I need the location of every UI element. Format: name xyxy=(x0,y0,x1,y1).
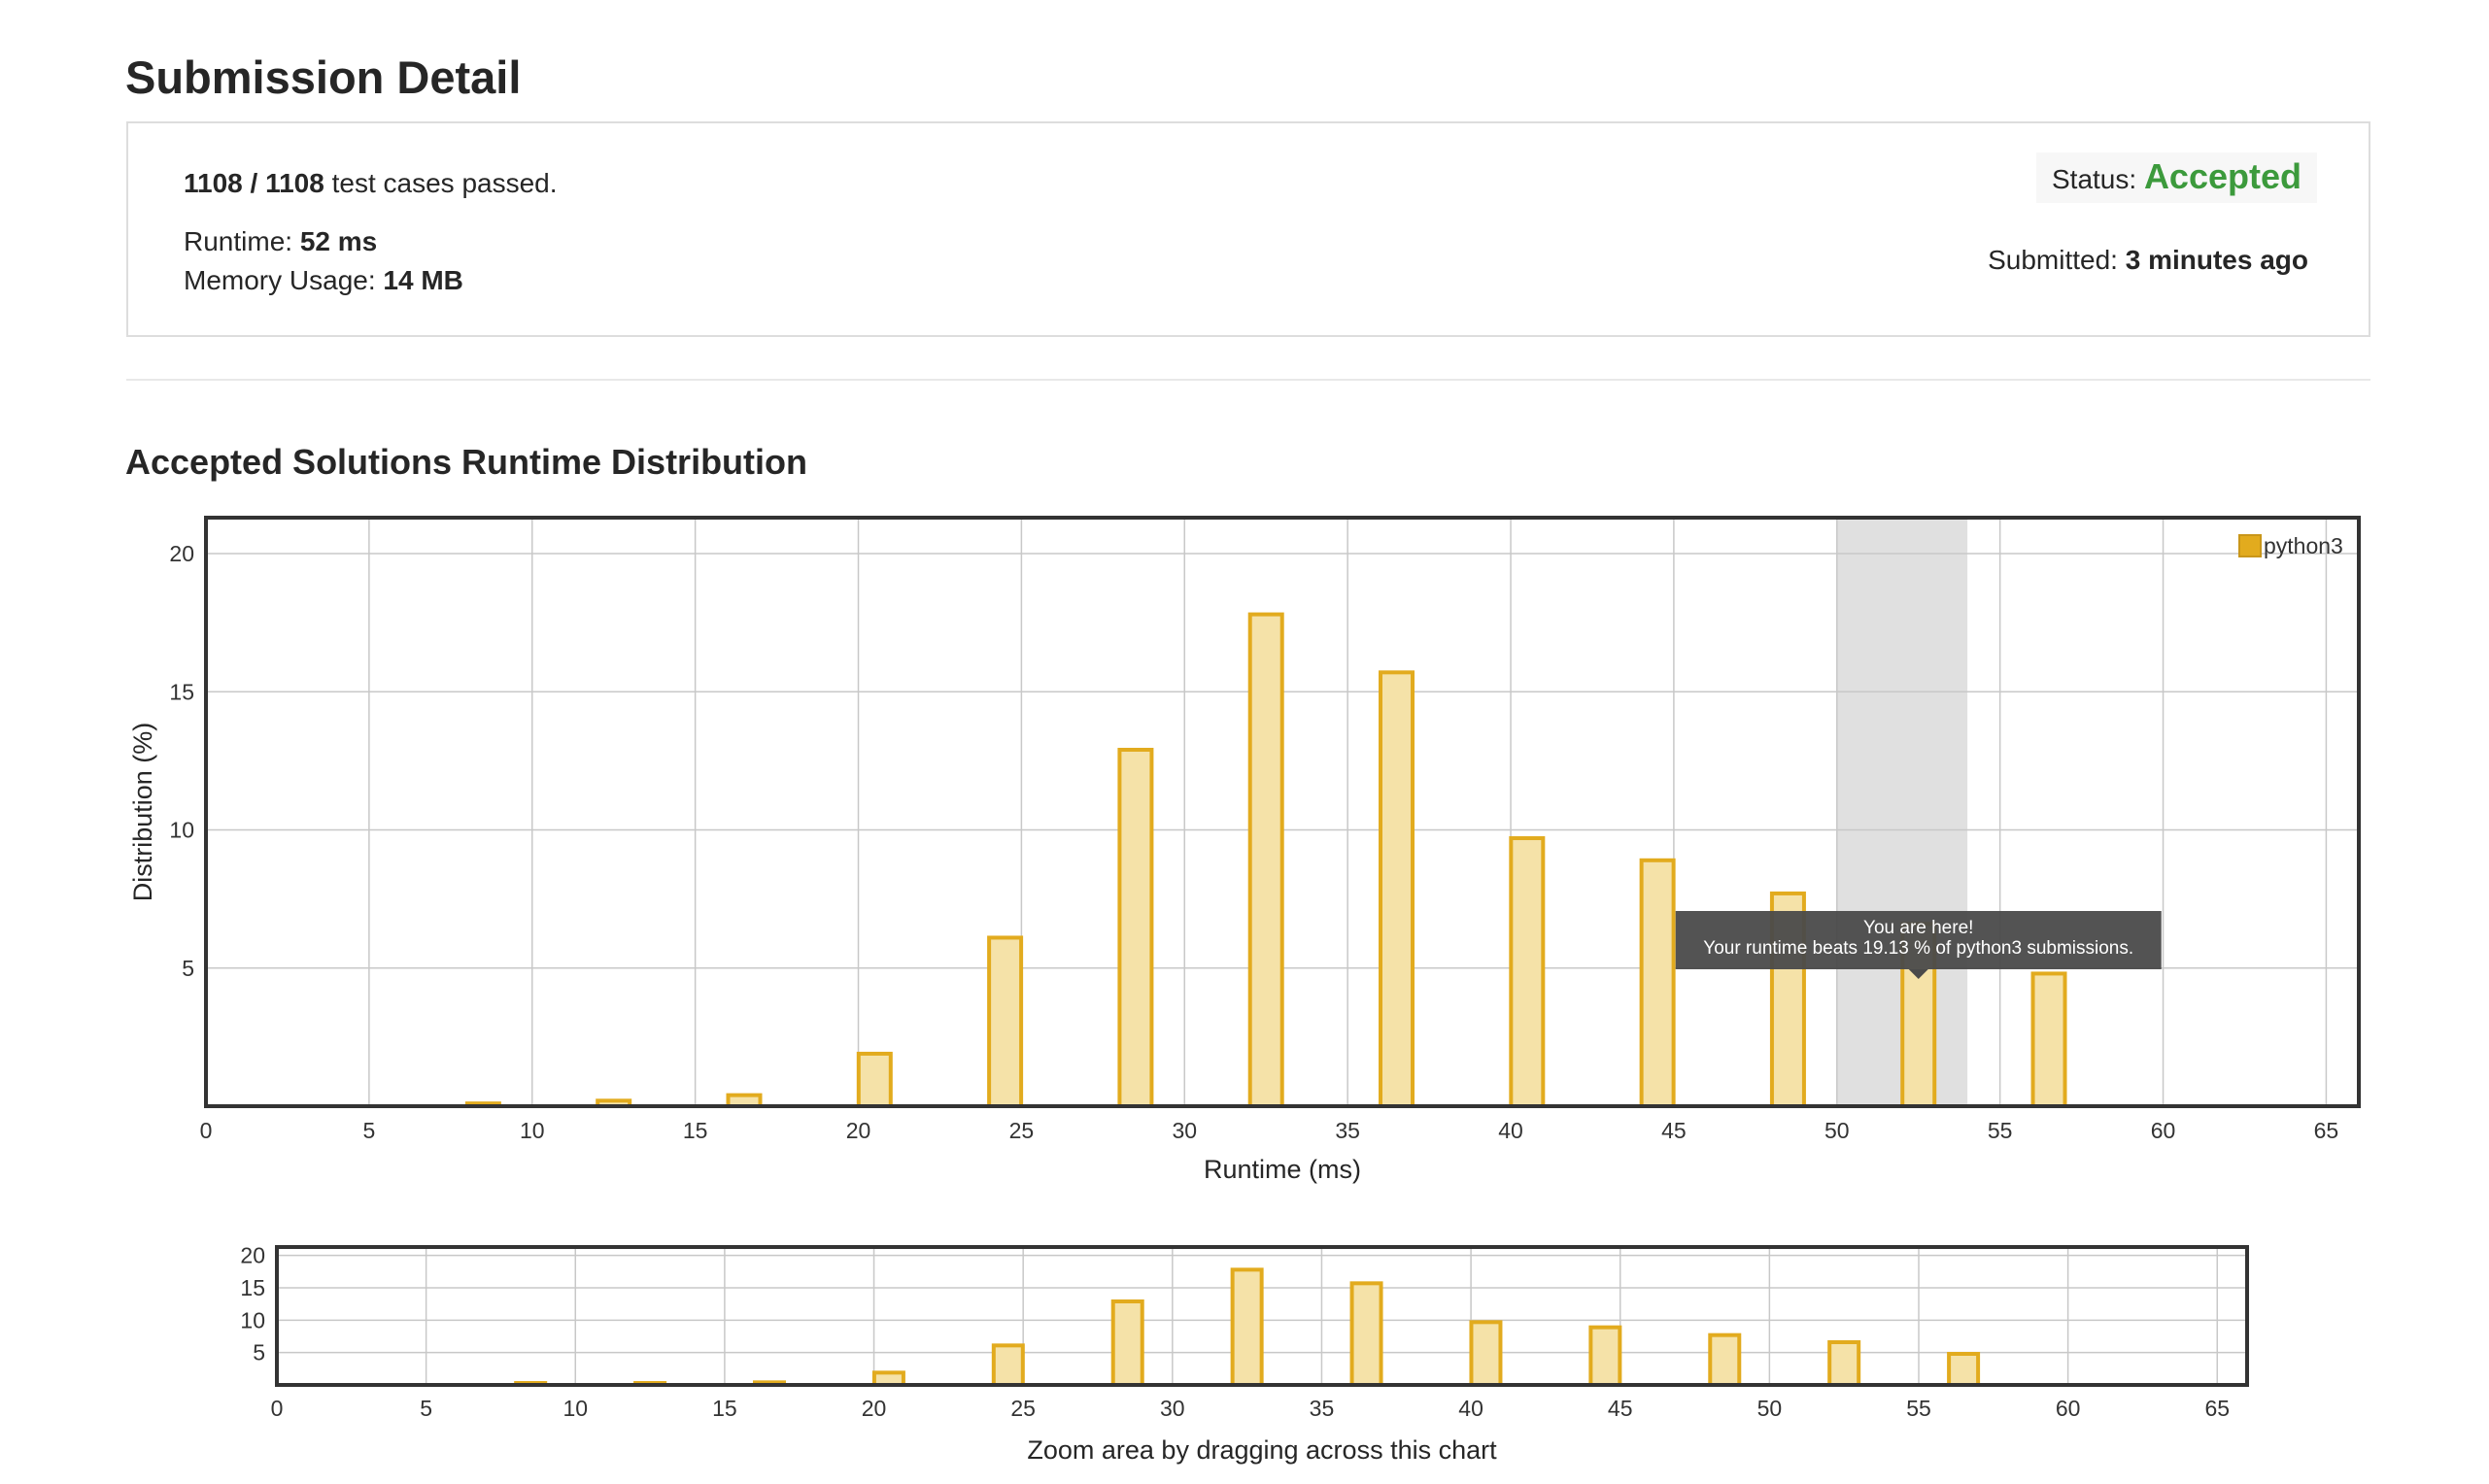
submitted-line: Submitted: 3 minutes ago xyxy=(1988,245,2308,276)
x-tick-label: 15 xyxy=(683,1118,708,1143)
section-divider xyxy=(126,379,2370,381)
y-tick-label: 20 xyxy=(240,1243,265,1268)
legend-label: python3 xyxy=(2264,533,2343,558)
tooltip-box xyxy=(1675,911,2162,969)
x-tick-label: 45 xyxy=(1661,1118,1687,1143)
x-tick-label: 10 xyxy=(563,1396,588,1421)
x-tick-label: 20 xyxy=(862,1396,887,1421)
bar-python3 xyxy=(1588,1325,1622,1387)
x-tick-label: 5 xyxy=(420,1396,432,1421)
x-tick-label: 30 xyxy=(1172,1118,1197,1143)
bar-python3 xyxy=(1708,1332,1742,1387)
x-tick-label: 65 xyxy=(2204,1396,2230,1421)
tooltip-text: Your runtime beats 19.13 % of python3 su… xyxy=(1703,938,2133,959)
x-tick-label: 5 xyxy=(362,1118,375,1143)
x-tick-label: 45 xyxy=(1608,1396,1633,1421)
passed-count: 1108 / 1108 xyxy=(184,168,324,198)
runtime-tooltip: You are here!Your runtime beats 19.13 % … xyxy=(1675,911,2162,979)
bar-python3 xyxy=(1947,1352,1981,1387)
bar-python3 xyxy=(1509,836,1546,1109)
y-tick-label: 10 xyxy=(240,1307,265,1332)
memory-label: Memory Usage: xyxy=(184,265,384,295)
submitted-value: 3 minutes ago xyxy=(2125,245,2308,275)
test-cases-passed: 1108 / 1108 test cases passed. xyxy=(184,168,558,199)
x-tick-label: 15 xyxy=(712,1396,737,1421)
submitted-label: Submitted: xyxy=(1988,245,2126,275)
memory-line: Memory Usage: 14 MB xyxy=(184,265,463,296)
x-tick-label: 0 xyxy=(271,1396,284,1421)
tooltip-arrow xyxy=(1908,969,1928,979)
x-tick-label: 25 xyxy=(1010,1396,1036,1421)
y-tick-label: 5 xyxy=(253,1340,265,1366)
x-tick-label: 35 xyxy=(1310,1396,1335,1421)
x-tick-label: 55 xyxy=(1906,1396,1931,1421)
x-tick-label: 10 xyxy=(520,1118,545,1143)
chart-title: Accepted Solutions Runtime Distribution xyxy=(125,442,808,482)
x-tick-label: 0 xyxy=(200,1118,213,1143)
plot-border xyxy=(204,516,2361,1108)
status-value[interactable]: Accepted xyxy=(2143,156,2301,196)
runtime-line: Runtime: 52 ms xyxy=(184,226,377,257)
bar-python3 xyxy=(1230,1267,1264,1388)
y-tick-label: 10 xyxy=(169,818,194,843)
x-tick-label: 40 xyxy=(1498,1118,1523,1143)
passed-suffix: test cases passed. xyxy=(324,168,558,198)
y-tick-label: 20 xyxy=(169,541,194,566)
y-axis-label: Distribution (%) xyxy=(128,723,157,902)
x-tick-label: 55 xyxy=(1988,1118,2013,1143)
y-tick-label: 5 xyxy=(182,956,194,981)
y-tick-label: 15 xyxy=(240,1275,265,1300)
x-tick-label: 60 xyxy=(2151,1118,2176,1143)
x-tick-label: 25 xyxy=(1009,1118,1035,1143)
runtime-value: 52 ms xyxy=(299,226,378,256)
x-axis-label: Runtime (ms) xyxy=(1204,1155,1361,1184)
x-axis-label: Zoom area by dragging across this chart xyxy=(1027,1435,1497,1465)
runtime-distribution-chart[interactable]: 0 5 10 15 20 25 30 35 40 45 50 55 60 65 5 10 15 20 Runtime… xyxy=(0,0,2489,1204)
y-tick-label: 15 xyxy=(169,679,194,704)
submission-summary-panel: 1108 / 1108 test cases passed. Runtime: … xyxy=(126,121,2370,337)
runtime-label: Runtime: xyxy=(184,226,300,256)
bar-python3 xyxy=(1349,1281,1383,1388)
x-tick-label: 50 xyxy=(1824,1118,1850,1143)
status-label: Status: xyxy=(2052,164,2144,194)
bar-python3 xyxy=(991,1343,1025,1388)
bar-python3 xyxy=(1827,1340,1861,1387)
status-badge: Status: Accepted xyxy=(2036,152,2317,203)
bar-python3 xyxy=(1639,858,1676,1109)
bar-python3 xyxy=(1469,1320,1503,1388)
bar-python3 xyxy=(1110,1299,1144,1387)
x-tick-label: 30 xyxy=(1160,1396,1185,1421)
x-tick-label: 40 xyxy=(1458,1396,1483,1421)
x-tick-label: 35 xyxy=(1335,1118,1360,1143)
page-title: Submission Detail xyxy=(125,51,522,103)
legend-swatch xyxy=(2238,534,2262,557)
bar-python3 xyxy=(856,1051,893,1108)
bar-python3 xyxy=(2030,971,2067,1109)
x-tick-label: 20 xyxy=(846,1118,871,1143)
tooltip-title: You are here! xyxy=(1863,918,1973,938)
x-tick-label: 65 xyxy=(2314,1118,2339,1143)
memory-value: 14 MB xyxy=(383,265,463,295)
plot-border xyxy=(275,1245,2249,1387)
x-tick-label: 60 xyxy=(2056,1396,2081,1421)
x-tick-label: 50 xyxy=(1757,1396,1783,1421)
